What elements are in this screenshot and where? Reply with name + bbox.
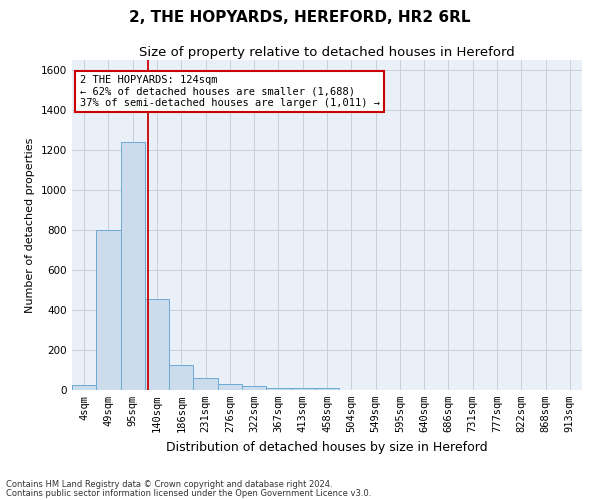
Bar xyxy=(145,299,169,390)
Bar xyxy=(72,385,96,390)
Text: Contains HM Land Registry data © Crown copyright and database right 2024.: Contains HM Land Registry data © Crown c… xyxy=(6,480,332,489)
Bar xyxy=(218,384,242,390)
Y-axis label: Number of detached properties: Number of detached properties xyxy=(25,138,35,312)
Bar xyxy=(96,230,121,390)
Bar xyxy=(169,365,193,390)
X-axis label: Distribution of detached houses by size in Hereford: Distribution of detached houses by size … xyxy=(166,440,488,454)
Text: Contains public sector information licensed under the Open Government Licence v3: Contains public sector information licen… xyxy=(6,488,371,498)
Bar xyxy=(266,388,290,390)
Text: 2, THE HOPYARDS, HEREFORD, HR2 6RL: 2, THE HOPYARDS, HEREFORD, HR2 6RL xyxy=(129,10,471,25)
Text: 2 THE HOPYARDS: 124sqm
← 62% of detached houses are smaller (1,688)
37% of semi-: 2 THE HOPYARDS: 124sqm ← 62% of detached… xyxy=(80,75,380,108)
Title: Size of property relative to detached houses in Hereford: Size of property relative to detached ho… xyxy=(139,46,515,59)
Bar xyxy=(315,388,339,390)
Bar xyxy=(290,388,315,390)
Bar xyxy=(242,386,266,390)
Bar xyxy=(193,378,218,390)
Bar xyxy=(121,142,145,390)
